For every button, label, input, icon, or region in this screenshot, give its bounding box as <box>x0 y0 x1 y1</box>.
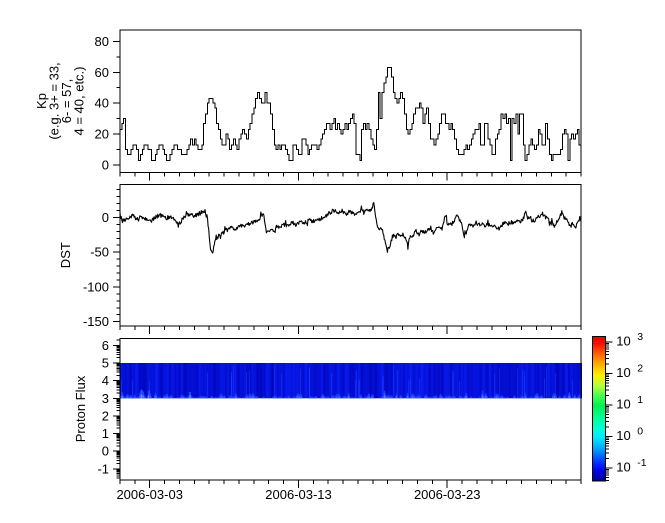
svg-text:Kp: Kp <box>34 93 49 109</box>
svg-text:60: 60 <box>95 65 109 80</box>
svg-text:-50: -50 <box>90 245 109 260</box>
svg-text:0: 0 <box>102 210 109 225</box>
svg-text:5: 5 <box>102 356 109 371</box>
svg-text:1: 1 <box>102 426 109 441</box>
svg-text:2006-03-13: 2006-03-13 <box>265 487 332 502</box>
svg-text:2006-03-03: 2006-03-03 <box>116 487 183 502</box>
svg-text:40: 40 <box>95 96 109 111</box>
svg-text:6- = 57,: 6- = 57, <box>59 79 74 123</box>
svg-text:3: 3 <box>102 391 109 406</box>
svg-text:Proton Flux: Proton Flux <box>73 375 88 442</box>
svg-text:-1: -1 <box>97 461 109 476</box>
svg-text:20: 20 <box>95 127 109 142</box>
svg-text:2006-03-23: 2006-03-23 <box>414 487 481 502</box>
svg-text:80: 80 <box>95 34 109 49</box>
svg-text:4: 4 <box>102 373 109 388</box>
svg-text:2: 2 <box>102 408 109 423</box>
svg-text:-100: -100 <box>83 279 109 294</box>
svg-text:-150: -150 <box>83 314 109 329</box>
svg-text:4 = 40, etc.): 4 = 40, etc.) <box>72 66 87 135</box>
svg-text:DST: DST <box>58 242 73 268</box>
svg-text:6: 6 <box>102 338 109 353</box>
svg-text:(e.g. 3+ = 33,: (e.g. 3+ = 33, <box>47 62 62 139</box>
svg-text:0: 0 <box>102 444 109 459</box>
svg-text:0: 0 <box>102 158 109 173</box>
